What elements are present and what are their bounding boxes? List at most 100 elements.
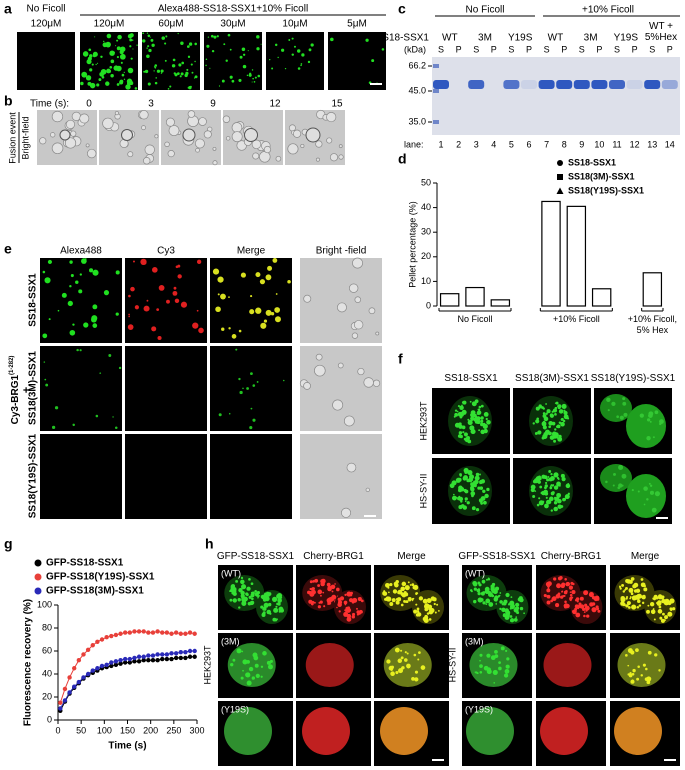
droplet [143, 262, 147, 265]
droplet [109, 50, 115, 56]
data-point [81, 652, 86, 657]
speckle [563, 590, 568, 595]
droplet [99, 372, 102, 374]
droplet [89, 268, 94, 273]
gel-band [538, 80, 555, 89]
speckle [397, 658, 403, 664]
droplet [303, 294, 312, 303]
droplet [291, 53, 294, 56]
fraction-label: P [491, 44, 497, 54]
data-point [141, 658, 146, 663]
droplet [288, 124, 296, 132]
droplet [205, 64, 207, 67]
speckle [562, 497, 567, 501]
speckle [637, 665, 640, 668]
marker-label: 45.0 [408, 85, 426, 95]
speckle [308, 599, 313, 604]
time-value: 12 [269, 99, 281, 110]
speckle [551, 491, 555, 495]
speckle [583, 590, 589, 596]
speckle [539, 485, 543, 489]
speckle [385, 582, 390, 588]
data-point [113, 662, 119, 667]
speckle [246, 659, 250, 664]
speckle [267, 592, 272, 596]
nucleus [543, 643, 592, 687]
side-label-main: Cy3-BRG1 [10, 375, 21, 425]
droplet [158, 285, 165, 291]
droplet [123, 78, 126, 80]
droplet [81, 71, 88, 78]
speckle [629, 596, 632, 598]
droplet [177, 32, 179, 35]
droplet [128, 315, 130, 318]
speckle [575, 612, 581, 618]
droplet [127, 67, 134, 74]
speckle [488, 602, 494, 607]
speckle [470, 482, 475, 487]
speckle [532, 495, 536, 499]
data-point [150, 658, 156, 663]
speckle [255, 673, 260, 679]
speckle [498, 666, 502, 671]
droplet [211, 49, 215, 53]
droplet [337, 362, 344, 369]
droplet [75, 280, 79, 284]
droplet [252, 152, 260, 160]
y-tick-label: 10 [421, 276, 431, 286]
droplet [203, 130, 212, 139]
droplet [109, 65, 113, 69]
speckle [455, 496, 458, 499]
fusion-droplet [244, 128, 258, 142]
speckle [356, 607, 358, 610]
speckle [311, 587, 315, 591]
data-point [160, 652, 165, 657]
speckle [403, 599, 406, 603]
speckle [478, 405, 482, 409]
speckle [472, 582, 478, 587]
droplet [307, 60, 311, 64]
droplet [132, 48, 134, 50]
droplet [167, 88, 170, 90]
speckle [628, 579, 633, 584]
speckle [535, 406, 540, 411]
speckle [629, 671, 632, 675]
speckle [564, 605, 567, 609]
data-point [160, 630, 165, 635]
speckle [479, 473, 481, 476]
speckle [405, 600, 409, 604]
data-point [72, 684, 77, 689]
speckle [343, 611, 349, 617]
droplet [172, 290, 178, 296]
droplet [329, 153, 339, 162]
speckle [554, 407, 557, 409]
speckle [411, 677, 415, 681]
data-point [104, 635, 109, 640]
y-tick-label: 40 [42, 668, 52, 678]
data-point [127, 630, 133, 635]
speckle [505, 610, 508, 613]
droplet [239, 390, 243, 395]
speckle [470, 416, 475, 421]
droplet [92, 269, 99, 276]
fusion-droplet [182, 128, 196, 142]
data-point [169, 631, 174, 636]
speckle [260, 665, 264, 668]
speckle [454, 409, 458, 412]
speckle [485, 578, 489, 581]
speckle [631, 672, 635, 676]
droplet [241, 47, 246, 52]
speckle [643, 486, 648, 491]
droplet [253, 81, 256, 83]
fraction-label: S [473, 44, 479, 54]
droplet [217, 293, 220, 296]
speckle [386, 659, 391, 664]
speckle [560, 505, 564, 508]
droplet [341, 507, 352, 518]
time-value: 9 [210, 99, 216, 110]
speckle [504, 614, 510, 620]
speckle [457, 477, 462, 482]
speckle [458, 424, 463, 429]
droplet [218, 413, 222, 417]
